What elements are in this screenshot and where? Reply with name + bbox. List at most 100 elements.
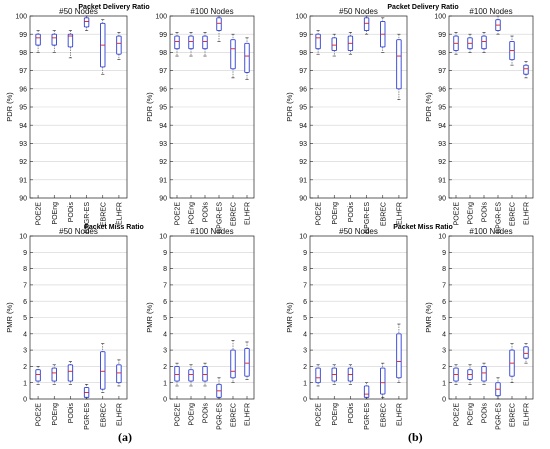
y-tick-label: 92 (438, 159, 446, 166)
x-tick-label: BPGR-ES (496, 202, 503, 234)
box-body (380, 367, 386, 395)
x-tick-label: EBREC (231, 403, 238, 427)
box-ELHFR (396, 323, 402, 384)
box-EBREC (380, 362, 386, 398)
box-body (216, 17, 222, 32)
box-BPGR-ES (83, 384, 90, 400)
x-tick-label: POE2E (175, 403, 182, 427)
chart-title: #50 Nodes (59, 227, 98, 236)
y-tick-label: 4 (303, 331, 307, 338)
x-tick-label: BPGR-ES (84, 403, 91, 430)
y-tick-label: 10 (438, 234, 446, 241)
chart-a-pmr-100: 0 1 2 3 4 5 6 7 8 9 10 POE2E POEng PODis BPGR-ES EBREC E… (145, 227, 255, 430)
y-axis-label: PMR (%) (145, 302, 154, 333)
y-tick-label: 6 (303, 299, 307, 306)
x-tick-label: BPGR-ES (364, 202, 371, 234)
box-POEng (51, 30, 57, 53)
box-body (35, 369, 41, 382)
x-tick-label: POEng (52, 202, 59, 225)
box-body (244, 42, 250, 73)
y-tick-label: 96 (438, 86, 446, 93)
x-tick-label: ELHFR (245, 403, 252, 426)
y-tick-label: 99 (19, 32, 27, 39)
chart-title: #100 Nodes (190, 227, 233, 236)
y-tick-label: 0 (163, 397, 167, 404)
y-tick-label: 97 (19, 68, 27, 75)
box-BPGR-ES (363, 15, 370, 35)
caption-b: (b) (408, 430, 423, 444)
box-body (188, 35, 194, 50)
y-tick-label: 91 (299, 177, 307, 184)
y-tick-label: 2 (303, 364, 307, 371)
y-tick-label: 91 (159, 177, 167, 184)
x-tick-label: BPGR-ES (217, 202, 224, 234)
y-tick-label: 92 (19, 159, 27, 166)
x-tick-label: EBREC (100, 202, 107, 226)
x-tick-label: POE2E (316, 403, 323, 427)
chart-b-pmr-100: 0 1 2 3 4 5 6 7 8 9 10 POE2E POEng PODis BPGR-ES EBREC E… (424, 227, 534, 430)
box-ELHFR (244, 37, 250, 80)
y-axis-label: PDR (%) (145, 92, 154, 122)
x-tick-label: POE2E (454, 202, 461, 226)
box-body (244, 348, 250, 377)
y-tick-label: 99 (159, 32, 167, 39)
x-tick-label: PODis (348, 202, 355, 223)
x-tick-label: ELHFR (116, 403, 123, 426)
y-tick-label: 97 (159, 68, 167, 75)
box-ELHFR (116, 32, 122, 60)
y-tick-label: 96 (159, 86, 167, 93)
y-tick-label: 99 (438, 32, 446, 39)
y-tick-label: 7 (442, 283, 446, 290)
chart-title: #50 Nodes (59, 7, 98, 16)
box-body (363, 385, 370, 398)
y-tick-label: 90 (19, 196, 27, 203)
y-tick-label: 9 (303, 250, 307, 257)
y-tick-label: 10 (159, 234, 167, 241)
y-tick-label: 2 (163, 364, 167, 371)
y-axis-label: PDR (%) (424, 92, 433, 122)
y-tick-label: 100 (434, 14, 446, 21)
box-body (315, 33, 321, 50)
y-tick-label: 8 (442, 266, 446, 273)
y-tick-label: 94 (438, 123, 446, 130)
x-tick-label: POE2E (316, 202, 323, 226)
box-body (51, 33, 57, 46)
box-body (481, 35, 487, 50)
y-tick-label: 96 (19, 86, 27, 93)
y-tick-label: 10 (19, 234, 27, 241)
caption-a: (a) (118, 430, 132, 444)
box-body (230, 349, 236, 379)
x-tick-label: POEng (468, 202, 475, 225)
y-tick-label: 3 (442, 348, 446, 355)
chart-b-pdr-100: 90 91 92 93 94 95 96 97 98 99 100 POE2E POEng PODis BP… (424, 7, 534, 234)
y-tick-label: 1 (442, 380, 446, 387)
chart-title: #50 Nodes (339, 7, 378, 16)
y-tick-label: 4 (163, 331, 167, 338)
y-tick-label: 1 (163, 380, 167, 387)
box-POE2E (453, 364, 459, 385)
chart-title: #50 Nodes (339, 227, 378, 236)
y-tick-label: 9 (442, 250, 446, 257)
y-tick-label: 5 (23, 315, 27, 322)
x-tick-label: POE2E (454, 403, 461, 427)
y-tick-label: 8 (23, 266, 27, 273)
box-body (363, 17, 370, 32)
box-POEng (331, 364, 337, 385)
x-tick-label: PODis (203, 202, 210, 223)
y-tick-label: 0 (442, 397, 446, 404)
x-tick-label: POE2E (36, 202, 43, 226)
y-tick-label: 90 (438, 196, 446, 203)
y-tick-label: 92 (299, 159, 307, 166)
box-POE2E (174, 32, 180, 57)
box-body (116, 364, 122, 384)
box-body (100, 351, 106, 390)
x-tick-label: EBREC (380, 202, 387, 226)
y-tick-label: 97 (299, 68, 307, 75)
box-body (67, 33, 74, 48)
y-axis-label: PMR (%) (5, 302, 14, 333)
box-body (396, 39, 402, 90)
x-tick-label: BPGR-ES (217, 403, 224, 430)
y-tick-label: 93 (159, 141, 167, 148)
box-body (67, 364, 74, 382)
plot-frame (309, 15, 408, 199)
